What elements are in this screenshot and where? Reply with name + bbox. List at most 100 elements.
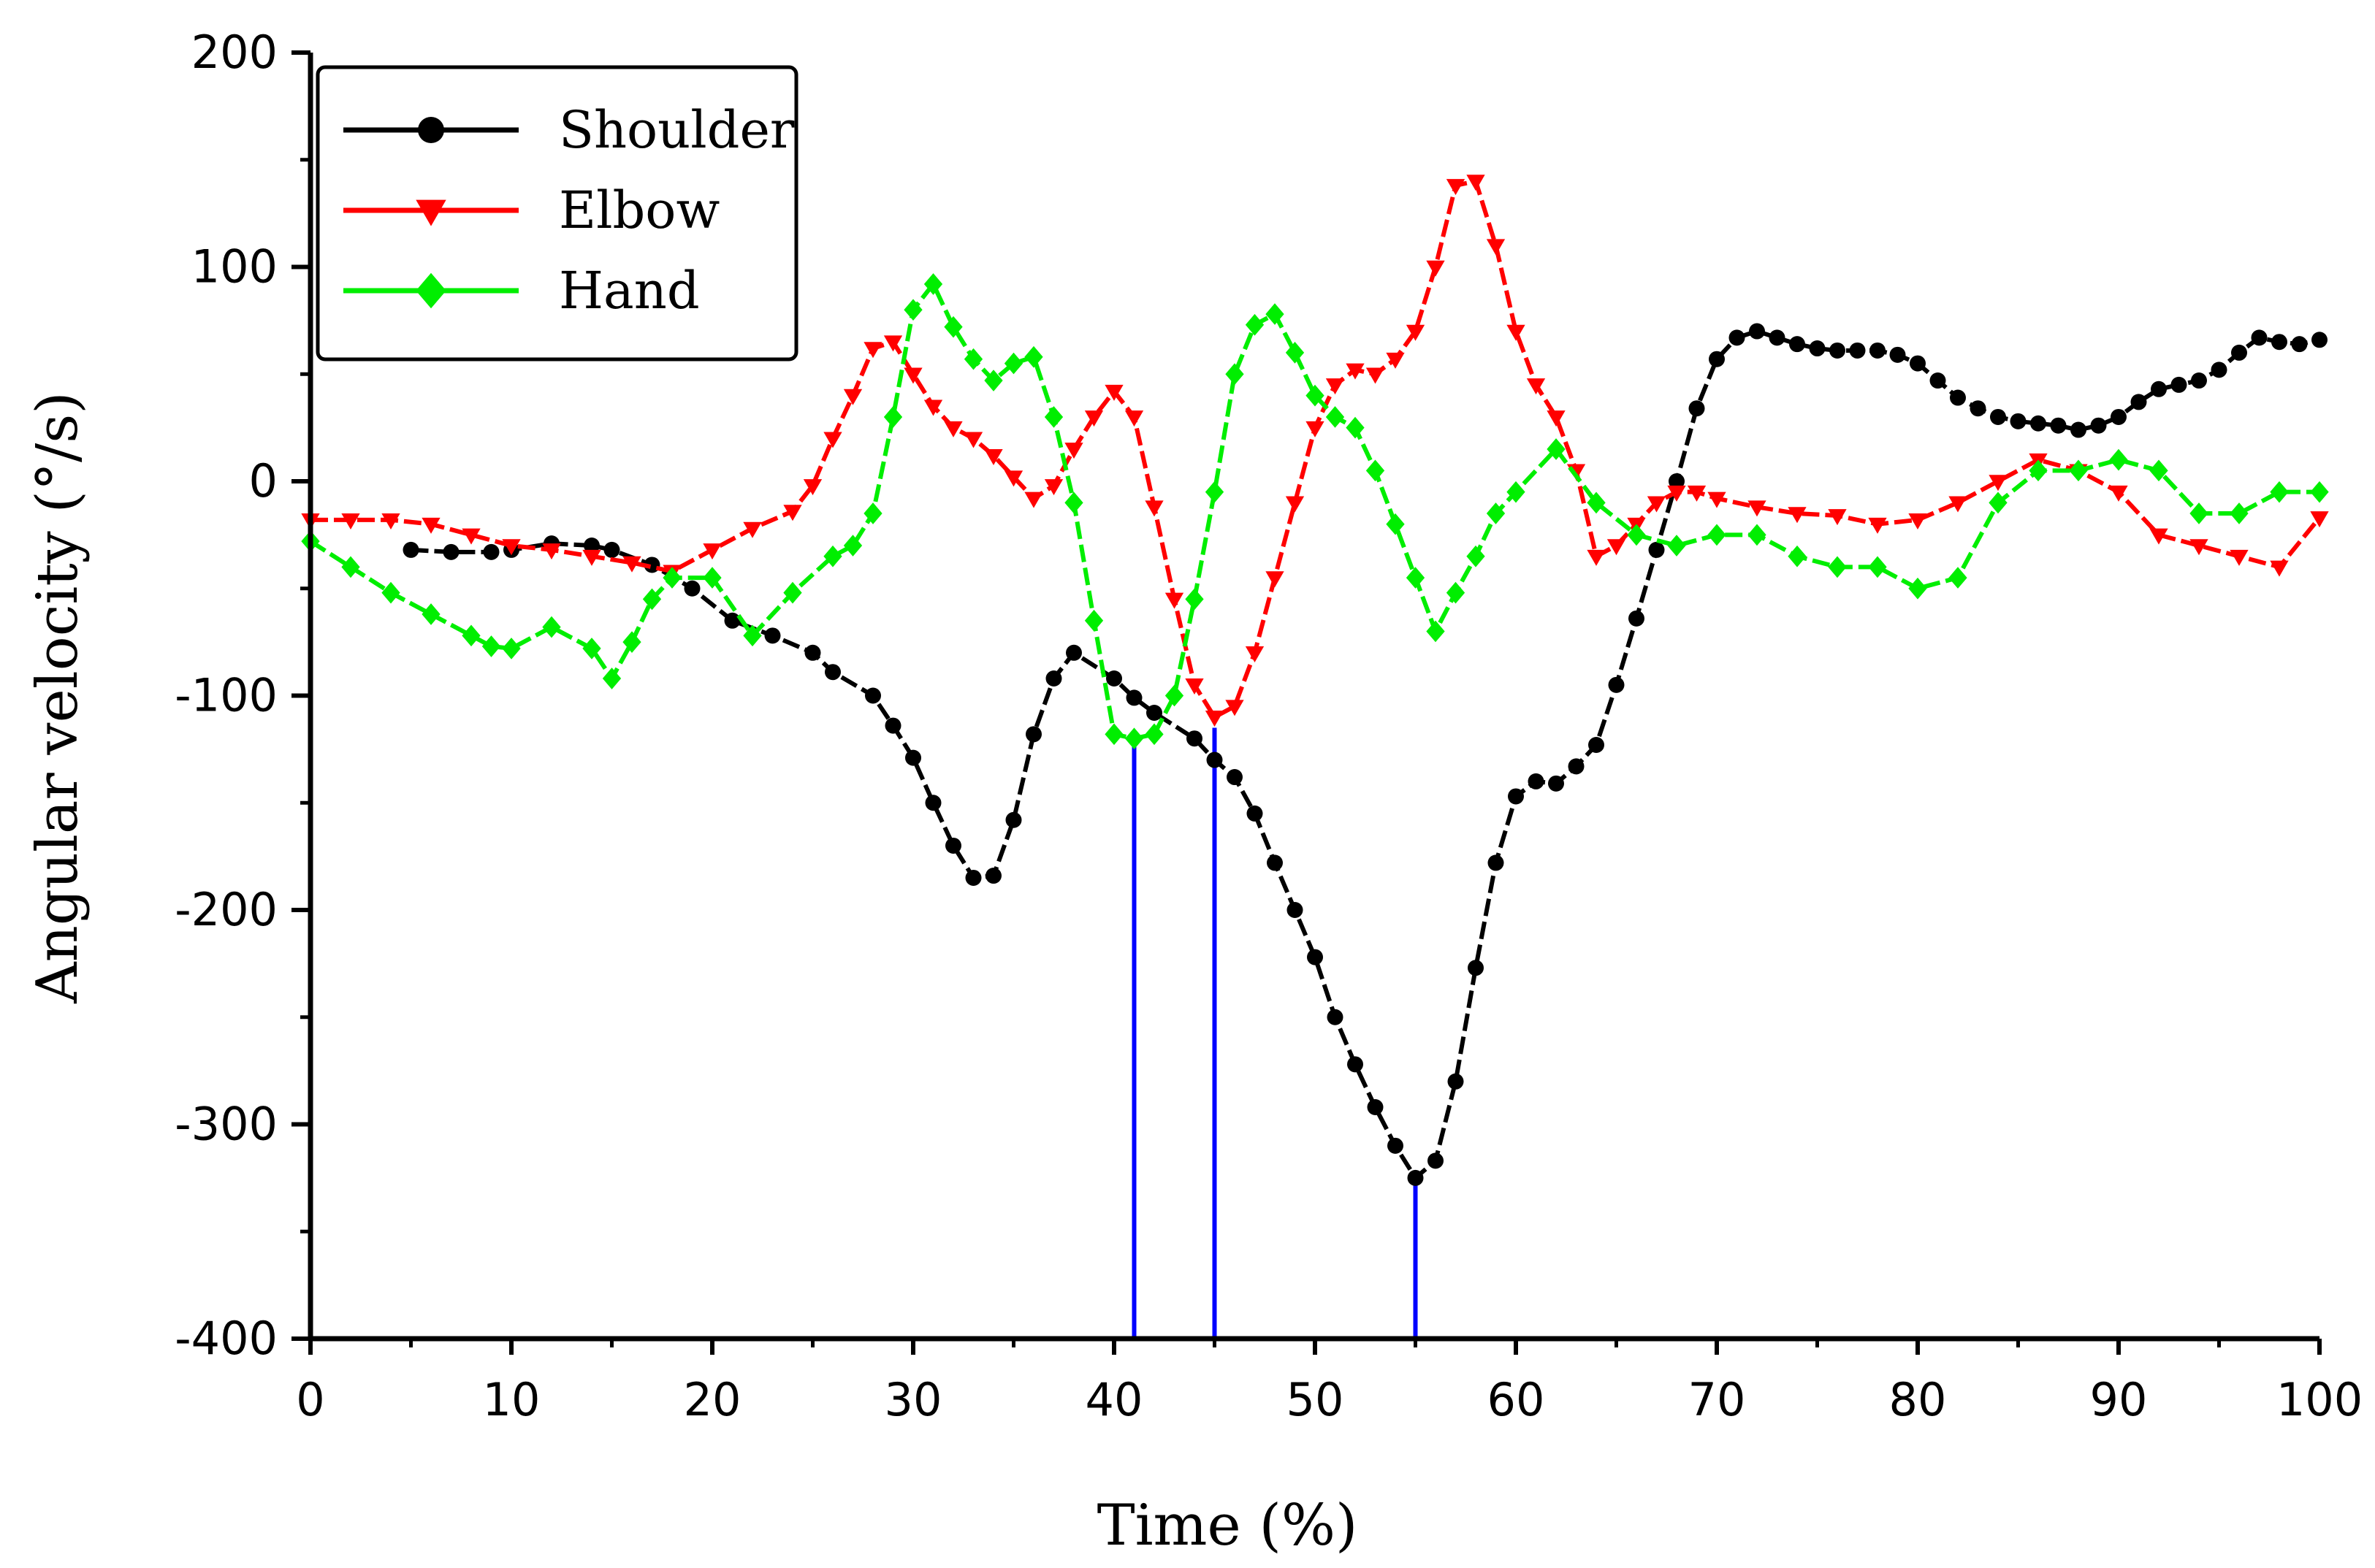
hand-point [422,603,441,625]
hand-point [462,624,481,647]
elbow-point [1386,352,1405,369]
elbow-point [1346,363,1365,380]
hand-point [341,556,360,578]
hand-point [944,315,963,338]
elbow-point [1587,549,1606,566]
shoulder-point [684,580,701,597]
hand-point [1185,588,1204,611]
shoulder-point [1789,336,1805,353]
x-tick-label: 30 [885,1373,942,1426]
hand-point [1506,481,1525,503]
hand-point [1245,313,1265,336]
elbow-point [2270,560,2289,577]
ticks: 0 10 20 30 40 50 60 70 80 90 100 200 100 0 -100 -200 -30… [175,26,2363,1426]
elbow-point [904,367,923,384]
shoulder-point [1508,788,1524,805]
legend-elbow-label: Elbow [559,180,720,240]
y-tick-label: -200 [175,883,278,936]
hand-point [1105,723,1124,746]
shoulder-point [1387,1137,1403,1154]
elbow-point [542,543,561,560]
hand-point [2069,459,2088,482]
elbow-point [923,399,943,416]
elbow-point [1687,485,1707,502]
hand-point [1948,567,1967,589]
shoulder-point [1367,1099,1384,1116]
hand-point [1707,524,1726,546]
elbow-point [1526,378,1546,395]
hand-point [582,638,601,659]
legend-hand-label: Hand [559,261,700,321]
hand-point [1124,727,1144,750]
hand-point [1325,406,1345,428]
y-tick-label: -400 [175,1312,278,1365]
shoulder-point [2251,329,2268,346]
elbow-point [1647,496,1666,513]
hand-point [1828,556,1847,578]
elbow-point [864,342,882,359]
legend-shoulder-label: Shoulder [559,100,795,160]
shoulder-point [1005,811,1022,828]
elbow-point [984,448,1003,465]
shoulder-point [2170,376,2187,393]
shoulder-point [1769,329,1785,346]
elbow-point [1225,700,1244,716]
elbow-point [783,505,802,521]
elbow-point [1466,175,1485,191]
x-tick-label: 70 [1688,1373,1746,1426]
shoulder-point [1307,949,1323,965]
hand-point [542,616,561,638]
hand-point [904,299,923,321]
shoulder-point [644,557,660,573]
shoulder-point [1487,854,1504,871]
elbow-point [944,421,963,437]
elbow-point [502,539,521,556]
shoulder-point [965,869,982,886]
elbow-point [964,432,983,448]
elbow-point [1406,324,1425,341]
elbow-point [1044,479,1064,496]
hand-point [1305,384,1324,407]
hand-point [1466,545,1485,567]
elbow-point [1064,443,1083,459]
shoulder-point [1186,730,1202,747]
shoulder-point [1427,1152,1444,1169]
hand-point [2310,481,2329,503]
hand-point [602,668,622,689]
y-axis-title: Angular velocity (°/s) [25,391,91,1003]
shoulder-point [2311,332,2328,348]
hand-point [1265,303,1284,325]
hand-point [2270,481,2289,503]
elbow-point [1606,539,1626,556]
elbow-point [1004,470,1023,487]
shoulder-point [2050,417,2067,434]
shoulder-point [865,687,881,704]
shoulder-point [925,795,942,811]
hand-point [1446,581,1465,604]
elbow-point [1185,678,1204,695]
elbow-point [2310,511,2329,528]
y-tick-label: 200 [191,26,278,79]
elbow-point [1747,500,1766,517]
y-tick-label: 0 [249,454,278,508]
elbow-point [381,513,400,530]
shoulder-point [1447,1073,1464,1090]
elbow-point [1908,513,1927,530]
x-tick-label: 40 [1086,1373,1143,1426]
y-tick-label: -300 [175,1098,278,1151]
hand-point [883,406,903,428]
hand-point [2230,502,2249,524]
shoulder-point [1749,323,1765,340]
hand-point [1547,438,1566,460]
shoulder-point [1146,704,1162,721]
shoulder-point [1588,737,1604,754]
shoulder-point [1528,773,1544,789]
elbow-point [843,389,863,405]
shoulder-point [2231,344,2247,361]
elbow-point [582,549,601,566]
hand-point [1627,524,1646,546]
shoulder-point [1568,758,1585,775]
elbow-point [462,528,481,545]
shoulder-point [1628,610,1644,627]
shoulder-point [1045,670,1062,687]
